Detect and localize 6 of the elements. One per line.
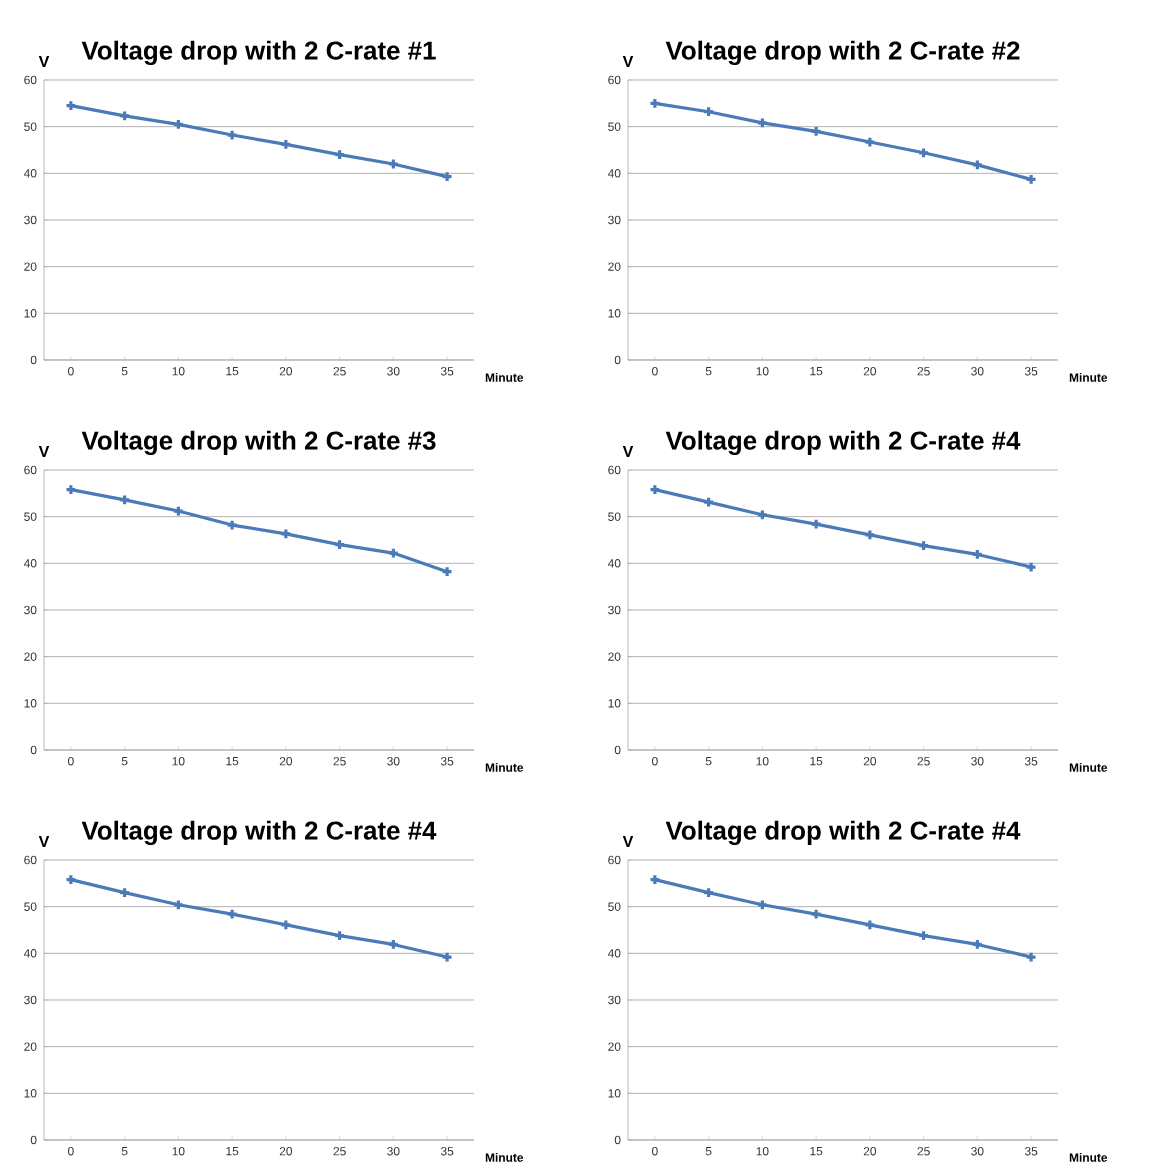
chart-title: Voltage drop with 2 C-rate #2 xyxy=(665,40,1020,65)
chart-title: Voltage drop with 2 C-rate #4 xyxy=(665,430,1021,455)
chart-title: Voltage drop with 2 C-rate #1 xyxy=(81,40,436,65)
chart-title: Voltage drop with 2 C-rate #3 xyxy=(81,430,436,455)
chart-title: Voltage drop with 2 C-rate #4 xyxy=(81,820,437,845)
chart-title: Voltage drop with 2 C-rate #4 xyxy=(665,820,1021,845)
